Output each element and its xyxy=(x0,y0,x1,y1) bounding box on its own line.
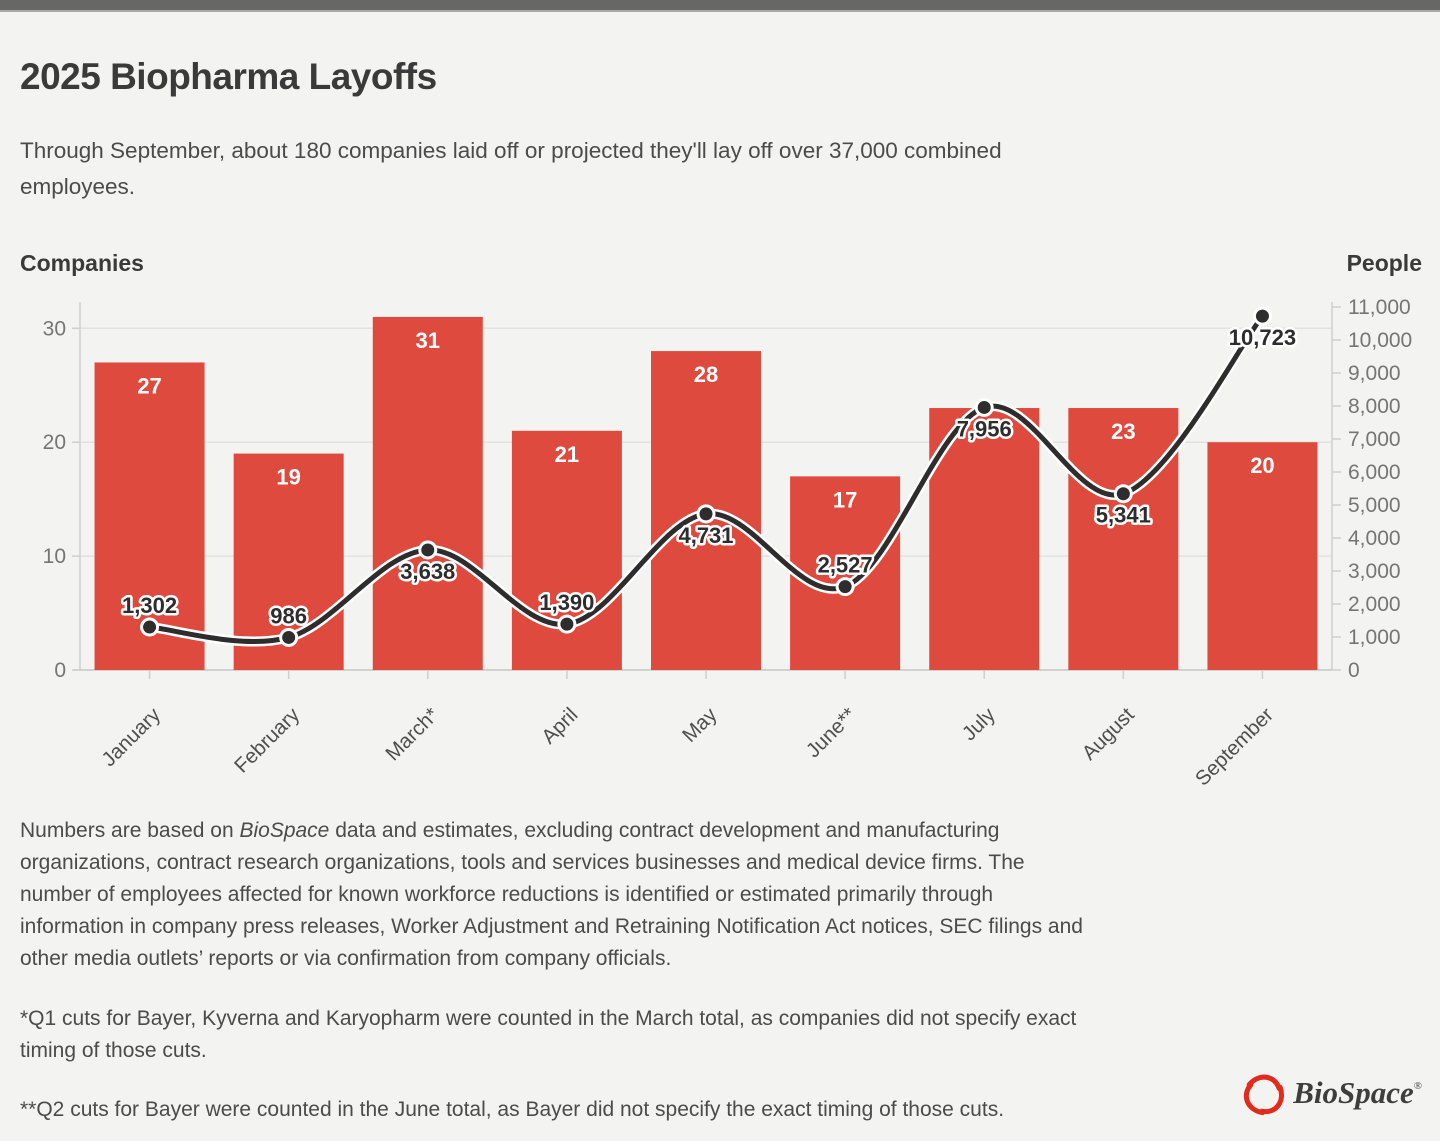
left-tick-label-30: 30 xyxy=(43,317,66,340)
axis-title-people: People xyxy=(1346,250,1422,276)
bar-value-label-april: 21 xyxy=(555,442,579,467)
line-value-label-june: 2,527 xyxy=(818,553,873,578)
footnote-q1-line1: *Q1 cuts for Bayer, Kyverna and Karyopha… xyxy=(20,1007,1077,1030)
bar-value-label-may: 28 xyxy=(694,362,718,387)
left-tick-label-0: 0 xyxy=(54,659,66,682)
x-label-june: June** xyxy=(802,703,861,762)
x-label-august: August xyxy=(1077,703,1139,765)
top-accent-bar xyxy=(0,0,1440,12)
notes-line3: number of employees affected for known w… xyxy=(20,883,994,906)
axis-title-companies: Companies xyxy=(20,250,144,276)
x-label-april: April xyxy=(537,703,582,748)
line-value-label-march: 3,638 xyxy=(400,559,455,584)
biospace-logo-registered-mark: ® xyxy=(1413,1080,1422,1092)
bar-value-label-march: 31 xyxy=(416,328,440,353)
x-label-may: May xyxy=(678,703,722,747)
notes-paragraph: Numbers are based on BioSpace data and e… xyxy=(20,815,1083,975)
bar-july xyxy=(929,408,1040,670)
right-tick-label-8000: 8,000 xyxy=(1348,395,1401,418)
biospace-logo-icon xyxy=(1244,1074,1285,1116)
right-tick-label-5000: 5,000 xyxy=(1348,494,1401,517)
bar-june xyxy=(790,476,901,670)
x-label-january: January xyxy=(97,703,165,771)
line-point-june xyxy=(838,580,852,594)
line-point-may xyxy=(699,507,713,521)
chart-subtitle-line2: employees. xyxy=(20,174,136,199)
notes-line1-pre: Numbers are based on xyxy=(20,819,240,842)
right-tick-label-11000: 11,000 xyxy=(1348,296,1411,319)
line-value-label-july: 7,956 xyxy=(957,416,1012,441)
page-title: 2025 Biopharma Layoffs xyxy=(20,56,437,97)
people-line xyxy=(147,313,1265,645)
bar-march xyxy=(372,316,483,670)
bar-value-label-august: 23 xyxy=(1111,419,1135,444)
footnote-q1: *Q1 cuts for Bayer, Kyverna and Karyopha… xyxy=(20,1003,1076,1067)
right-tick-label-4000: 4,000 xyxy=(1348,527,1401,550)
x-label-september: September xyxy=(1191,703,1278,790)
chart-subtitle-line1: Through September, about 180 companies l… xyxy=(20,138,1002,163)
footnote-q1-line2: timing of those cuts. xyxy=(20,1039,207,1062)
line-value-label-january: 1,302 xyxy=(122,593,177,618)
left-tick-label-20: 20 xyxy=(43,431,66,454)
line-point-august xyxy=(1116,487,1130,501)
x-label-february: February xyxy=(230,703,305,778)
bar-value-label-june: 17 xyxy=(833,487,857,512)
bar-august xyxy=(1068,408,1179,670)
notes-line4: information in company press releases, W… xyxy=(20,915,1083,938)
bar-september xyxy=(1207,442,1318,670)
left-tick-label-10: 10 xyxy=(43,545,66,568)
layoffs-combo-chart: 27 19 31 21 28 17 23 20 0 10 20 30 0 1,000 2,000 3,000 4… xyxy=(43,296,1413,790)
right-tick-label-3000: 3,000 xyxy=(1348,560,1401,583)
footnote-q2: **Q2 cuts for Bayer were counted in the … xyxy=(20,1098,1005,1121)
notes-line5: other media outlets’ reports or via conf… xyxy=(20,947,672,970)
right-tick-label-6000: 6,000 xyxy=(1348,461,1401,484)
right-tick-label-1000: 1,000 xyxy=(1348,626,1401,649)
biospace-logo: BioSpace® xyxy=(1240,1070,1422,1116)
line-point-september xyxy=(1255,309,1269,323)
line-point-march xyxy=(421,543,435,557)
line-value-label-august: 5,341 xyxy=(1096,503,1151,528)
right-tick-label-10000: 10,000 xyxy=(1348,329,1412,352)
line-point-july xyxy=(977,400,991,414)
chart-subtitle: Through September, about 180 companies l… xyxy=(20,133,1002,205)
notes-line1-biospace: BioSpace xyxy=(239,819,330,842)
line-value-label-may: 4,731 xyxy=(678,523,733,548)
right-tick-label-0: 0 xyxy=(1348,659,1360,682)
notes-line2: organizations, contract research organiz… xyxy=(20,851,1025,874)
line-point-april xyxy=(560,617,574,631)
line-point-january xyxy=(143,620,157,634)
right-tick-label-9000: 9,000 xyxy=(1348,362,1401,385)
line-value-label-september: 10,723 xyxy=(1229,325,1296,350)
right-tick-label-2000: 2,000 xyxy=(1348,593,1401,616)
x-label-july: July xyxy=(958,703,1001,746)
right-tick-label-7000: 7,000 xyxy=(1348,428,1401,451)
bar-value-label-february: 19 xyxy=(276,465,300,490)
biospace-logo-text: BioSpace® xyxy=(1293,1075,1422,1110)
bar-value-label-september: 20 xyxy=(1250,453,1274,478)
line-value-label-february: 986 xyxy=(270,603,307,628)
bar-value-label-january: 27 xyxy=(137,373,161,398)
x-label-march: March* xyxy=(381,703,443,765)
notes-line1-post: data and estimates, excluding contract d… xyxy=(329,819,1000,842)
line-point-february xyxy=(282,630,296,644)
line-value-label-april: 1,390 xyxy=(539,590,594,615)
